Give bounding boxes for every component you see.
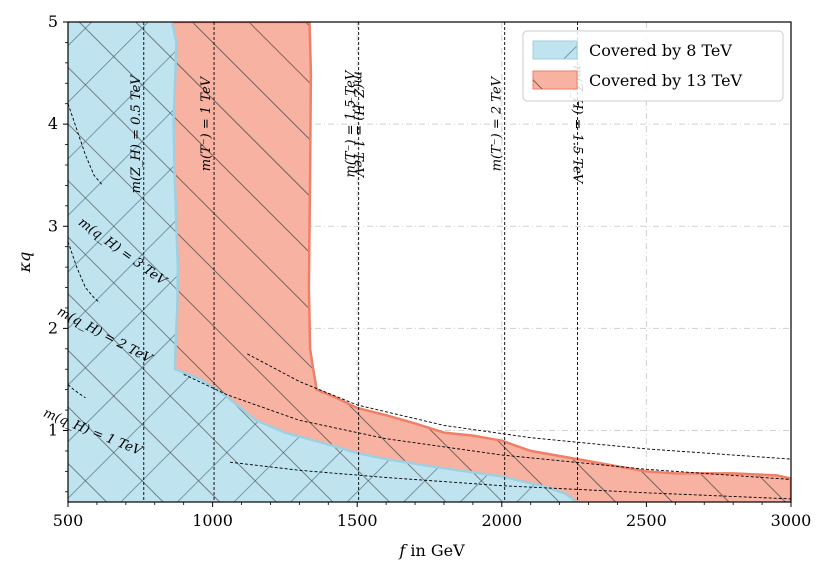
x-tick-label: 1000 — [192, 511, 233, 530]
vline-label: m(T⁻) = 2 TeV — [490, 75, 505, 171]
legend: Covered by 8 TeV Covered by 13 TeV — [522, 30, 784, 102]
mass-curve — [183, 373, 791, 480]
y-axis-label: κq — [15, 252, 34, 274]
x-tick-label: 3000 — [771, 511, 812, 530]
mass-curve — [68, 103, 104, 186]
legend-swatch-13tev-hatch — [533, 71, 577, 89]
mass-contour-curves — [68, 103, 791, 500]
x-tick-label: 500 — [53, 511, 84, 530]
legend-swatch-8tev — [532, 40, 578, 60]
x-tick-label: 2000 — [481, 511, 522, 530]
mass-vertical-lines — [143, 22, 579, 502]
area-13tev-hatch — [172, 22, 791, 502]
plot-frame — [67, 21, 792, 503]
mass-curve — [229, 461, 791, 500]
vline-label: m(T⁻) = 1 TeV — [199, 75, 214, 171]
y-tick-label: 3 — [48, 216, 58, 235]
y-tick-label: 1 — [48, 421, 58, 440]
mass-curve — [68, 384, 86, 399]
y-tick-label: 5 — [48, 12, 58, 31]
mass-curve — [68, 241, 101, 304]
x-axis-label: f in GeV — [398, 541, 465, 560]
legend-label-8tev: Covered by 8 TeV — [589, 41, 732, 60]
area-8tev-hatch — [68, 22, 577, 502]
y-tick-label: 4 — [48, 114, 58, 133]
x-tick-label: 1500 — [337, 511, 378, 530]
axis-ticks: 500 1000 1500 2000 2500 3000 1 2 3 4 5 — [48, 12, 812, 530]
y-tick-label: 2 — [48, 318, 58, 337]
vline-label: m(T⁻) = 1.5 TeV — [344, 69, 359, 177]
vline-label: m(Z_H) = 0.5 TeV — [129, 74, 144, 194]
x-tick-label: 2500 — [626, 511, 667, 530]
legend-box — [522, 30, 784, 102]
vline-label: m(Z_H) = 1 TeV — [351, 71, 366, 178]
legend-label-13tev: Covered by 13 TeV — [589, 71, 743, 90]
area-13tev-edge — [172, 22, 791, 502]
mass-curve — [247, 353, 791, 460]
